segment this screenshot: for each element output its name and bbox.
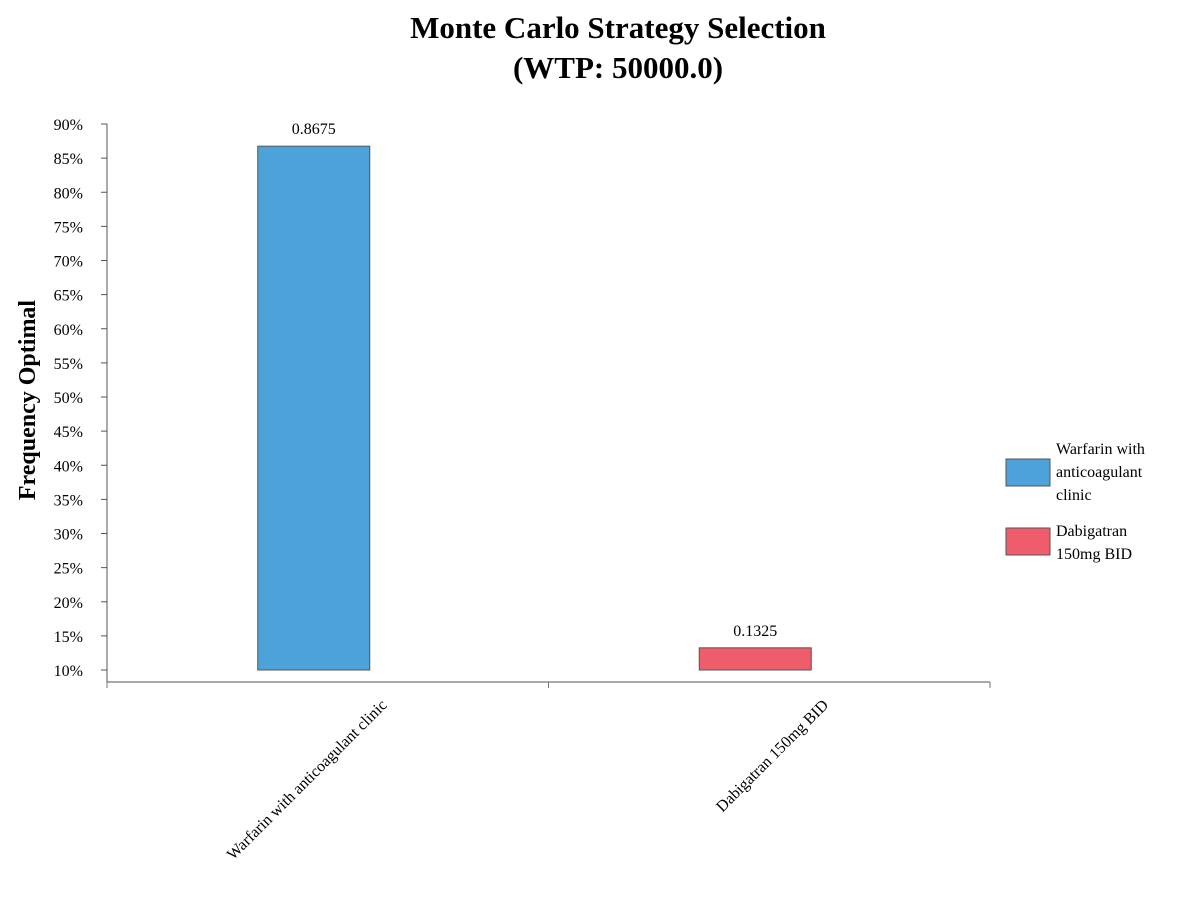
legend-swatch xyxy=(1005,527,1051,556)
bar-value-label: 0.8675 xyxy=(292,121,336,138)
y-tick-label: 15% xyxy=(54,629,83,646)
chart-title: Monte Carlo Strategy Selection (WTP: 500… xyxy=(410,10,826,85)
y-tick-label: 35% xyxy=(54,492,83,509)
legend-label: Dabigatran xyxy=(1056,523,1127,540)
category-labels: Warfarin with anticoagulant clinic Dabiga… xyxy=(224,697,832,864)
y-tick-label: 55% xyxy=(54,356,83,373)
y-tick-label: 20% xyxy=(54,595,83,612)
y-tick-label: 70% xyxy=(54,254,83,271)
x-category-label: Dabigatran 150mg BID xyxy=(713,697,832,816)
y-tick-label: 45% xyxy=(54,424,83,441)
chart-subtitle-line: (WTP: 50000.0) xyxy=(513,50,723,85)
y-axis-label: Frequency Optimal xyxy=(15,300,41,501)
y-tick-label: 75% xyxy=(54,219,83,236)
y-tick-label: 50% xyxy=(54,390,83,407)
legend-label: 150mg BID xyxy=(1056,546,1132,563)
y-tick-label: 90% xyxy=(54,117,83,134)
legend-label: clinic xyxy=(1056,487,1092,504)
bar-series xyxy=(257,145,812,671)
bar-value-label: 0.1325 xyxy=(733,623,777,640)
y-tick-label: 60% xyxy=(54,322,83,339)
y-tick-label: 65% xyxy=(54,288,83,305)
chart-title-line: Monte Carlo Strategy Selection xyxy=(410,10,826,45)
y-axis: 10% 15% 20% 25% 30% 35% 40% 45% 50% 55% 60% 65% 70% 7… xyxy=(54,117,108,682)
y-tick-label: 10% xyxy=(54,663,83,680)
y-tick-label: 25% xyxy=(54,561,83,578)
y-tick-label: 80% xyxy=(54,185,83,202)
legend-swatch xyxy=(1005,458,1051,487)
legend-label: Warfarin with xyxy=(1056,441,1145,458)
bar xyxy=(698,647,812,671)
y-tick-label: 30% xyxy=(54,527,83,544)
x-axis xyxy=(106,681,991,688)
y-tick-label: 85% xyxy=(54,151,83,168)
legend-label: anticoagulant xyxy=(1056,464,1143,481)
x-category-label: Warfarin with anticoagulant clinic xyxy=(224,697,391,864)
y-tick-label: 40% xyxy=(54,458,83,475)
legend: Warfarin with anticoagulant clinic Dabigatr… xyxy=(1005,441,1145,563)
bar xyxy=(257,145,371,671)
bar-value-labels: 0.8675 0.1325 xyxy=(292,121,778,640)
